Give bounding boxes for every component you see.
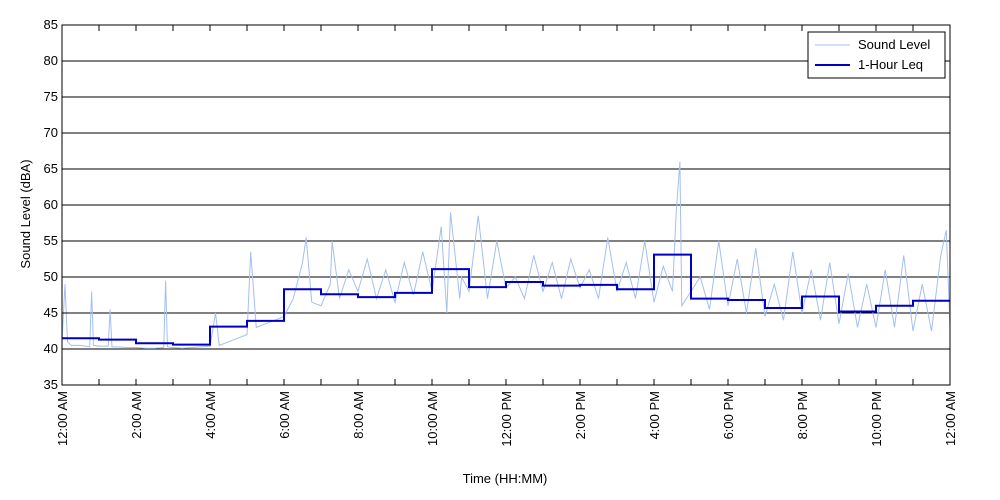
y-axis-label: Sound Level (dBA)	[18, 159, 33, 268]
y-tick-label: 80	[44, 53, 58, 68]
x-tick-label: 12:00 PM	[499, 391, 514, 447]
y-axis: 35 40 45 50 55 60 65 70 75 80 85	[44, 17, 67, 392]
x-tick-label: 4:00 PM	[647, 391, 662, 439]
series-layer	[61, 161, 951, 349]
x-tick-label: 10:00 AM	[425, 391, 440, 446]
x-tick-label: 6:00 AM	[277, 391, 292, 439]
x-axis: 12:00 AM 2:00 AM 4:00 AM 6:00 AM 8:00 AM 10:0…	[55, 25, 958, 447]
legend-label-1-hour-leq: 1-Hour Leq	[858, 57, 923, 72]
x-tick-label: 8:00 PM	[795, 391, 810, 439]
x-axis-label: Time (HH:MM)	[463, 471, 548, 486]
x-tick-label: 6:00 PM	[721, 391, 736, 439]
legend-box	[807, 31, 946, 79]
series-line-sound-level	[61, 161, 951, 349]
legend: Sound Level 1-Hour Leq	[807, 31, 946, 79]
series-line-1-hour-leq	[62, 253, 950, 346]
x-tick-label: 10:00 PM	[869, 391, 884, 447]
y-tick-label: 40	[44, 341, 58, 356]
x-tick-label: 2:00 PM	[573, 391, 588, 439]
y-tick-label: 50	[44, 269, 58, 284]
gridlines	[62, 60, 950, 350]
y-tick-label: 65	[44, 161, 58, 176]
y-tick-label: 60	[44, 197, 58, 212]
y-tick-label: 35	[44, 377, 58, 392]
x-tick-label: 4:00 AM	[203, 391, 218, 439]
x-tick-label: 8:00 AM	[351, 391, 366, 439]
legend-label-sound-level: Sound Level	[858, 37, 930, 52]
x-tick-label: 12:00 AM	[943, 391, 958, 446]
x-tick-label: 2:00 AM	[129, 391, 144, 439]
y-tick-label: 85	[44, 17, 58, 32]
y-tick-label: 75	[44, 89, 58, 104]
x-tick-label: 12:00 AM	[55, 391, 70, 446]
y-tick-label: 55	[44, 233, 58, 248]
y-tick-label: 70	[44, 125, 58, 140]
y-tick-label: 45	[44, 305, 58, 320]
